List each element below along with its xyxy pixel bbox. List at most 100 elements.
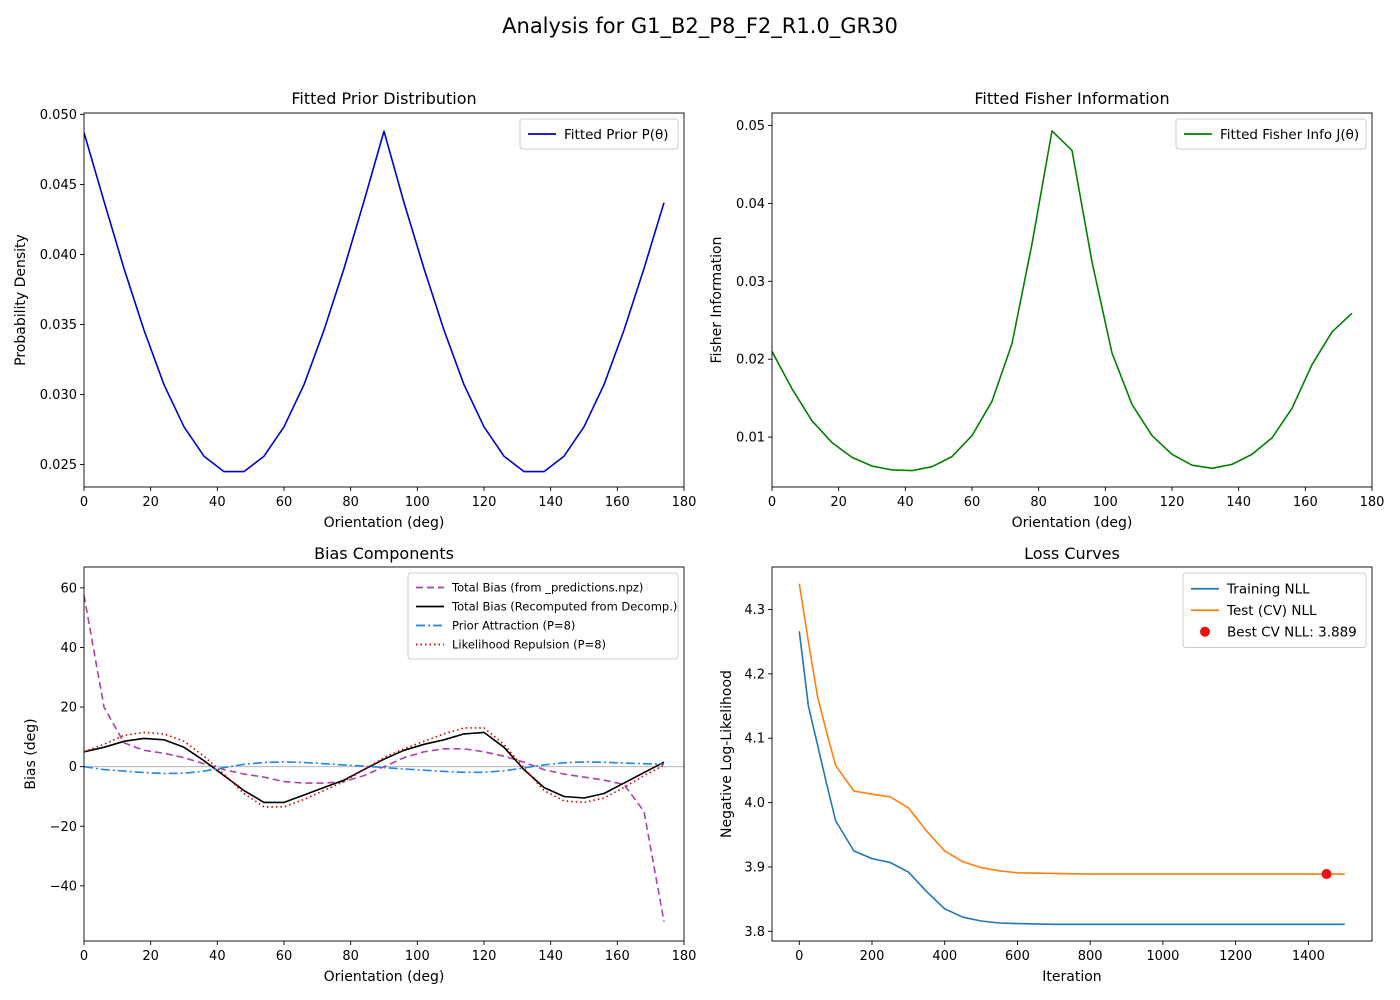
plot-frame [83,566,685,942]
chart-title: Fitted Prior Distribution [291,89,476,108]
best-point-marker [1321,869,1332,880]
y-tick-label: 20 [60,701,77,716]
y-tick-label: 4.0 [744,796,765,811]
y-axis-title: Bias (deg) [23,718,39,789]
y-axis-title: Fisher Information [709,237,725,364]
x-axis-title: Orientation (deg) [1012,515,1133,531]
y-tick-label: 0.01 [736,431,765,446]
legend-box [407,572,679,660]
x-tick-label: 100 [405,495,430,510]
y-tick-label: 0.040 [40,248,77,263]
x-tick-label: 160 [1293,495,1318,510]
x-tick-label: 20 [142,949,159,964]
y-tick-label: −40 [50,879,77,894]
x-tick-label: 140 [1226,495,1251,510]
series-group [84,130,665,473]
x-axis-title: Orientation (deg) [324,515,445,531]
y-tick-label: 3.9 [744,860,765,875]
series-line [84,130,665,473]
y-tick-label: 4.1 [744,732,765,747]
fisher-chart: Fitted Fisher Information 0 20 40 60 80 100 120… [709,89,1384,531]
legend: Fitted Fisher Info J(θ) [1175,118,1367,150]
x-tick-label: 20 [142,495,159,510]
x-tick-label: 20 [830,495,847,510]
x-tick-label: 1200 [1219,949,1252,964]
y-tick-label: 0.04 [736,197,765,212]
series-line [84,595,665,922]
y-tick-label: 0.05 [736,119,765,134]
x-tick-label: 60 [276,949,293,964]
y-tick-label: 40 [60,641,77,656]
series-group [772,130,1353,472]
y-axis-title: Negative Log-Likelihood [719,670,735,838]
plot-frame [83,112,685,488]
y-tick-label: 0.025 [40,458,77,473]
y-tick-label: 0.03 [736,275,765,290]
legend-label: Total Bias (Recomputed from Decomp.) [451,600,677,614]
legend-label: Total Bias (from _predictions.npz) [451,581,643,595]
chart-title: Loss Curves [1024,544,1120,563]
plot-frame [771,112,1373,488]
legend-label: Best CV NLL: 3.889 [1227,625,1357,641]
x-tick-label: 40 [209,949,226,964]
x-tick-label: 120 [1160,495,1185,510]
series-line [84,761,665,775]
x-tick-label: 180 [672,949,697,964]
legend: Total Bias (from _predictions.npz) Total … [407,572,679,660]
bias-chart: Bias Components 0 20 40 60 80 100 120 140 160 180 −… [23,544,696,985]
x-tick-label: 600 [1005,949,1030,964]
legend: Training NLL Test (CV) NLL Best CV NLL: 3.… [1182,572,1367,648]
x-tick-label: 60 [964,495,981,510]
x-tick-label: 0 [80,949,88,964]
x-tick-label: 1000 [1146,949,1179,964]
x-tick-label: 1400 [1292,949,1325,964]
y-tick-label: 4.3 [744,603,765,618]
x-axis-title: Orientation (deg) [324,969,445,985]
x-tick-label: 180 [672,495,697,510]
series-line [84,727,665,808]
x-tick-label: 80 [342,495,359,510]
x-tick-label: 0 [768,495,776,510]
loss-chart: Loss Curves 0 200 400 600 800 1000 1200 1400 3.8 3… [719,544,1373,985]
x-tick-label: 800 [1078,949,1103,964]
legend-box [1182,572,1367,648]
x-axis-title: Iteration [1042,969,1101,985]
x-tick-label: 40 [209,495,226,510]
x-tick-label: 140 [538,495,563,510]
plot-frame [771,566,1373,942]
legend-box [1175,118,1367,150]
y-axis-title: Probability Density [13,234,29,366]
x-tick-label: 200 [860,949,885,964]
legend-label: Fitted Prior P(θ) [564,127,669,143]
legend-label: Test (CV) NLL [1226,603,1317,619]
y-tick-label: 4.2 [744,667,765,682]
x-tick-label: 160 [605,949,630,964]
series-line [798,583,1345,875]
x-tick-label: 80 [1030,495,1047,510]
x-tick-label: 180 [1360,495,1385,510]
y-tick-label: 0.030 [40,388,77,403]
legend: Fitted Prior P(θ) [519,118,679,150]
y-tick-label: 0.035 [40,318,77,333]
legend-label: Likelihood Repulsion (P=8) [452,638,606,652]
x-tick-label: 0 [80,495,88,510]
y-tick-label: 0.02 [736,353,765,368]
x-tick-label: 100 [405,949,430,964]
x-tick-label: 60 [276,495,293,510]
y-tick-label: 0.045 [40,178,77,193]
y-tick-label: 3.8 [744,925,765,940]
x-tick-label: 40 [897,495,914,510]
legend-box [519,118,679,150]
legend-label: Prior Attraction (P=8) [452,619,575,633]
y-tick-label: −20 [50,820,77,835]
prior-chart: Fitted Prior Distribution 0 20 40 60 80 100 120… [13,89,696,531]
y-tick-label: 60 [60,581,77,596]
chart-title: Fitted Fisher Information [974,89,1169,108]
x-tick-label: 160 [605,495,630,510]
y-tick-label: 0.050 [40,108,77,123]
series-line [84,731,665,804]
legend-marker [1200,626,1210,637]
series-line [798,631,1345,926]
x-tick-label: 100 [1093,495,1118,510]
